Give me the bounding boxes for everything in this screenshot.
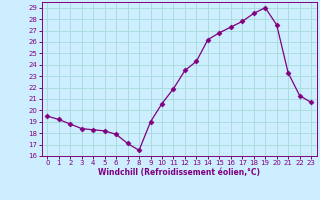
X-axis label: Windchill (Refroidissement éolien,°C): Windchill (Refroidissement éolien,°C) [98, 168, 260, 177]
